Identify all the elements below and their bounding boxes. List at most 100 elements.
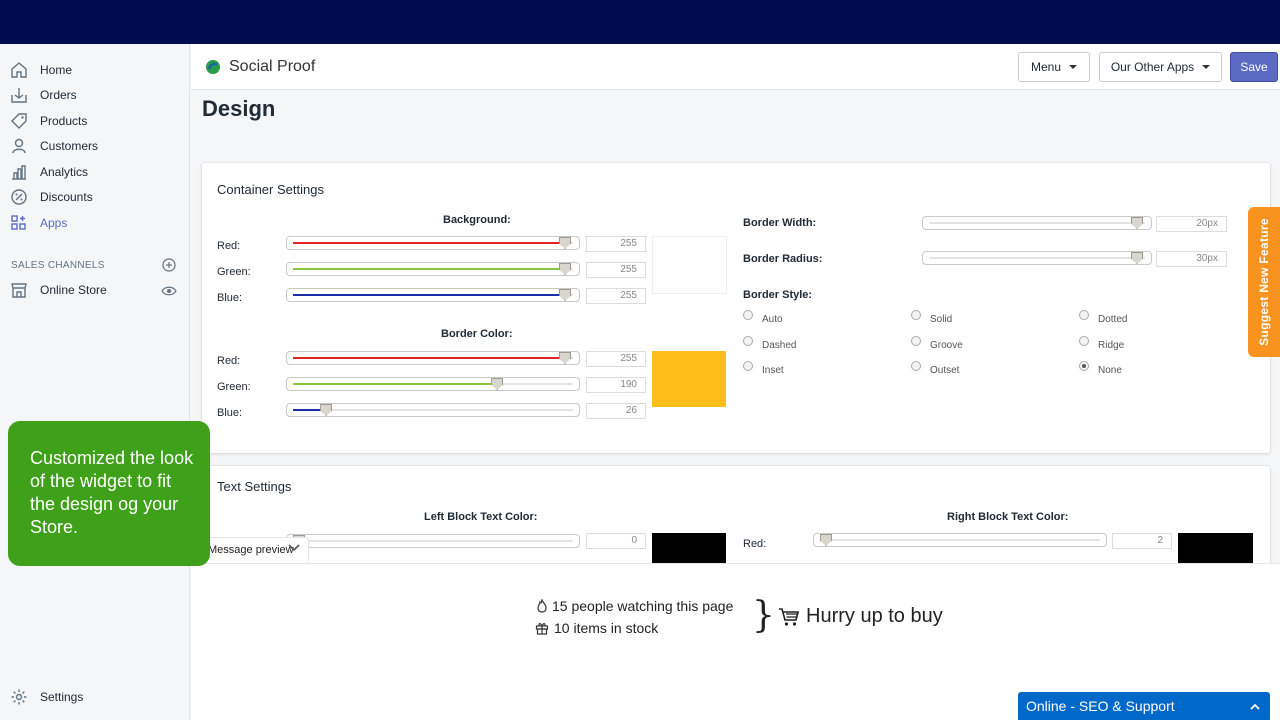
suggest-feature-tab[interactable]: Suggest New Feature <box>1248 207 1280 357</box>
app-header: Social Proof Menu Our Other Apps Save <box>191 44 1280 90</box>
right-red-slider[interactable] <box>813 533 1107 547</box>
slider-thumb[interactable] <box>559 352 571 364</box>
border-green-label: Green: <box>217 381 251 393</box>
app-title: Social Proof <box>229 58 316 75</box>
page-title: Design <box>202 96 276 121</box>
sidebar-item-label: Analytics <box>40 165 89 179</box>
eye-icon[interactable] <box>161 285 177 297</box>
sidebar-item-settings[interactable]: Settings <box>0 685 190 709</box>
radio-label-outset: Outset <box>930 365 960 376</box>
border-width-slider[interactable] <box>922 216 1152 230</box>
sidebar-item-online-store[interactable]: Online Store <box>0 278 190 302</box>
bg-blue-slider[interactable] <box>286 288 580 302</box>
radio-solid[interactable] <box>911 310 921 320</box>
radio-label-inset: Inset <box>762 365 784 376</box>
radio-outset[interactable] <box>911 361 921 371</box>
slider-fill <box>293 268 565 270</box>
sidebar-item-apps[interactable]: Apps <box>0 211 190 235</box>
support-chat-label: Online - SEO & Support <box>1026 698 1175 714</box>
border-radius-label: Border Radius: <box>743 253 823 265</box>
radio-groove[interactable] <box>911 336 921 346</box>
sidebar-item-home[interactable]: Home <box>0 58 190 82</box>
slider-thumb[interactable] <box>320 404 333 416</box>
slider-track <box>293 540 573 542</box>
support-chat-widget[interactable]: Online - SEO & Support <box>1018 692 1270 720</box>
bg-green-label: Green: <box>217 266 251 278</box>
sidebar-item-products[interactable]: Products <box>0 109 190 133</box>
slider-thumb[interactable] <box>1131 217 1143 229</box>
border-radius-value[interactable]: 30px <box>1156 251 1227 267</box>
watching-count-text: 15 people watching this page <box>552 598 734 614</box>
fire-icon <box>537 599 547 613</box>
bg-green-slider[interactable] <box>286 262 580 276</box>
radio-ridge[interactable] <box>1079 336 1089 346</box>
left-red-slider[interactable] <box>286 534 580 548</box>
caret-down-icon <box>1069 65 1078 69</box>
message-preview-toggle[interactable]: Message preview <box>205 537 309 563</box>
save-button[interactable]: Save <box>1230 52 1278 82</box>
chevron-up-icon <box>1250 703 1260 710</box>
border-radius-slider[interactable] <box>922 251 1152 265</box>
other-apps-button[interactable]: Our Other Apps <box>1099 52 1222 82</box>
sidebar-item-analytics[interactable]: Analytics <box>0 160 190 184</box>
menu-button-label: Menu <box>1030 60 1062 74</box>
slider-thumb[interactable] <box>559 263 571 275</box>
preview-brace: } <box>752 595 775 636</box>
border-green-slider[interactable] <box>286 377 580 391</box>
sidebar: Home Orders Products Customers Analytics… <box>0 44 190 720</box>
hurry-up-text: Hurry up to buy <box>806 605 943 627</box>
bg-blue-label: Blue: <box>217 292 243 304</box>
add-circle-icon[interactable] <box>162 258 176 272</box>
slider-fill <box>293 294 565 296</box>
slider-thumb[interactable] <box>1131 252 1143 264</box>
radio-dotted[interactable] <box>1079 310 1089 320</box>
slider-track <box>293 409 573 411</box>
sidebar-item-orders[interactable]: Orders <box>0 83 190 107</box>
slider-fill <box>293 357 565 359</box>
border-green-value[interactable]: 190 <box>586 377 646 393</box>
right-red-value[interactable]: 2 <box>1112 533 1172 549</box>
radio-dashed[interactable] <box>743 336 753 346</box>
border-red-value[interactable]: 255 <box>586 351 646 367</box>
sidebar-item-label: Customers <box>40 139 99 153</box>
slider-thumb[interactable] <box>491 378 504 390</box>
radio-auto[interactable] <box>743 310 753 320</box>
bg-green-value[interactable]: 255 <box>586 262 646 278</box>
background-color-swatch <box>652 236 727 294</box>
radio-label-none: None <box>1098 365 1122 376</box>
radio-label-groove: Groove <box>930 340 963 351</box>
radio-label-auto: Auto <box>762 314 783 325</box>
radio-label-dotted: Dotted <box>1098 314 1128 325</box>
border-blue-label: Blue: <box>217 407 243 419</box>
left-block-text-color-title: Left Block Text Color: <box>424 511 538 523</box>
left-text-color-swatch <box>652 533 726 563</box>
menu-button[interactable]: Menu <box>1018 52 1090 82</box>
gear-icon <box>11 689 27 705</box>
left-red-value[interactable]: 0 <box>586 533 646 549</box>
border-width-value[interactable]: 20px <box>1156 216 1227 232</box>
border-color-swatch <box>652 351 726 407</box>
bg-red-slider[interactable] <box>286 236 580 250</box>
slider-thumb[interactable] <box>559 289 571 301</box>
bg-red-value[interactable]: 255 <box>586 236 646 252</box>
sidebar-item-label: Home <box>40 63 73 77</box>
sidebar-item-customers[interactable]: Customers <box>0 134 190 158</box>
radio-inset[interactable] <box>743 361 753 371</box>
border-color-title: Border Color: <box>441 328 513 340</box>
sidebar-item-label: Products <box>40 114 88 128</box>
radio-none[interactable] <box>1079 361 1089 371</box>
sidebar-item-label: Orders <box>40 88 77 102</box>
top-bar <box>0 0 1280 44</box>
bg-blue-value[interactable]: 255 <box>586 288 646 304</box>
slider-thumb[interactable] <box>820 534 832 546</box>
sidebar-item-discounts[interactable]: Discounts <box>0 185 190 209</box>
message-preview-label: Message preview <box>208 544 294 556</box>
slider-thumb[interactable] <box>559 237 571 249</box>
border-blue-slider[interactable] <box>286 403 580 417</box>
slider-fill <box>293 242 565 244</box>
border-blue-value[interactable]: 26 <box>586 403 646 419</box>
border-red-slider[interactable] <box>286 351 580 365</box>
person-icon <box>12 138 26 154</box>
orders-icon <box>11 88 27 103</box>
slider-track <box>929 257 1145 259</box>
